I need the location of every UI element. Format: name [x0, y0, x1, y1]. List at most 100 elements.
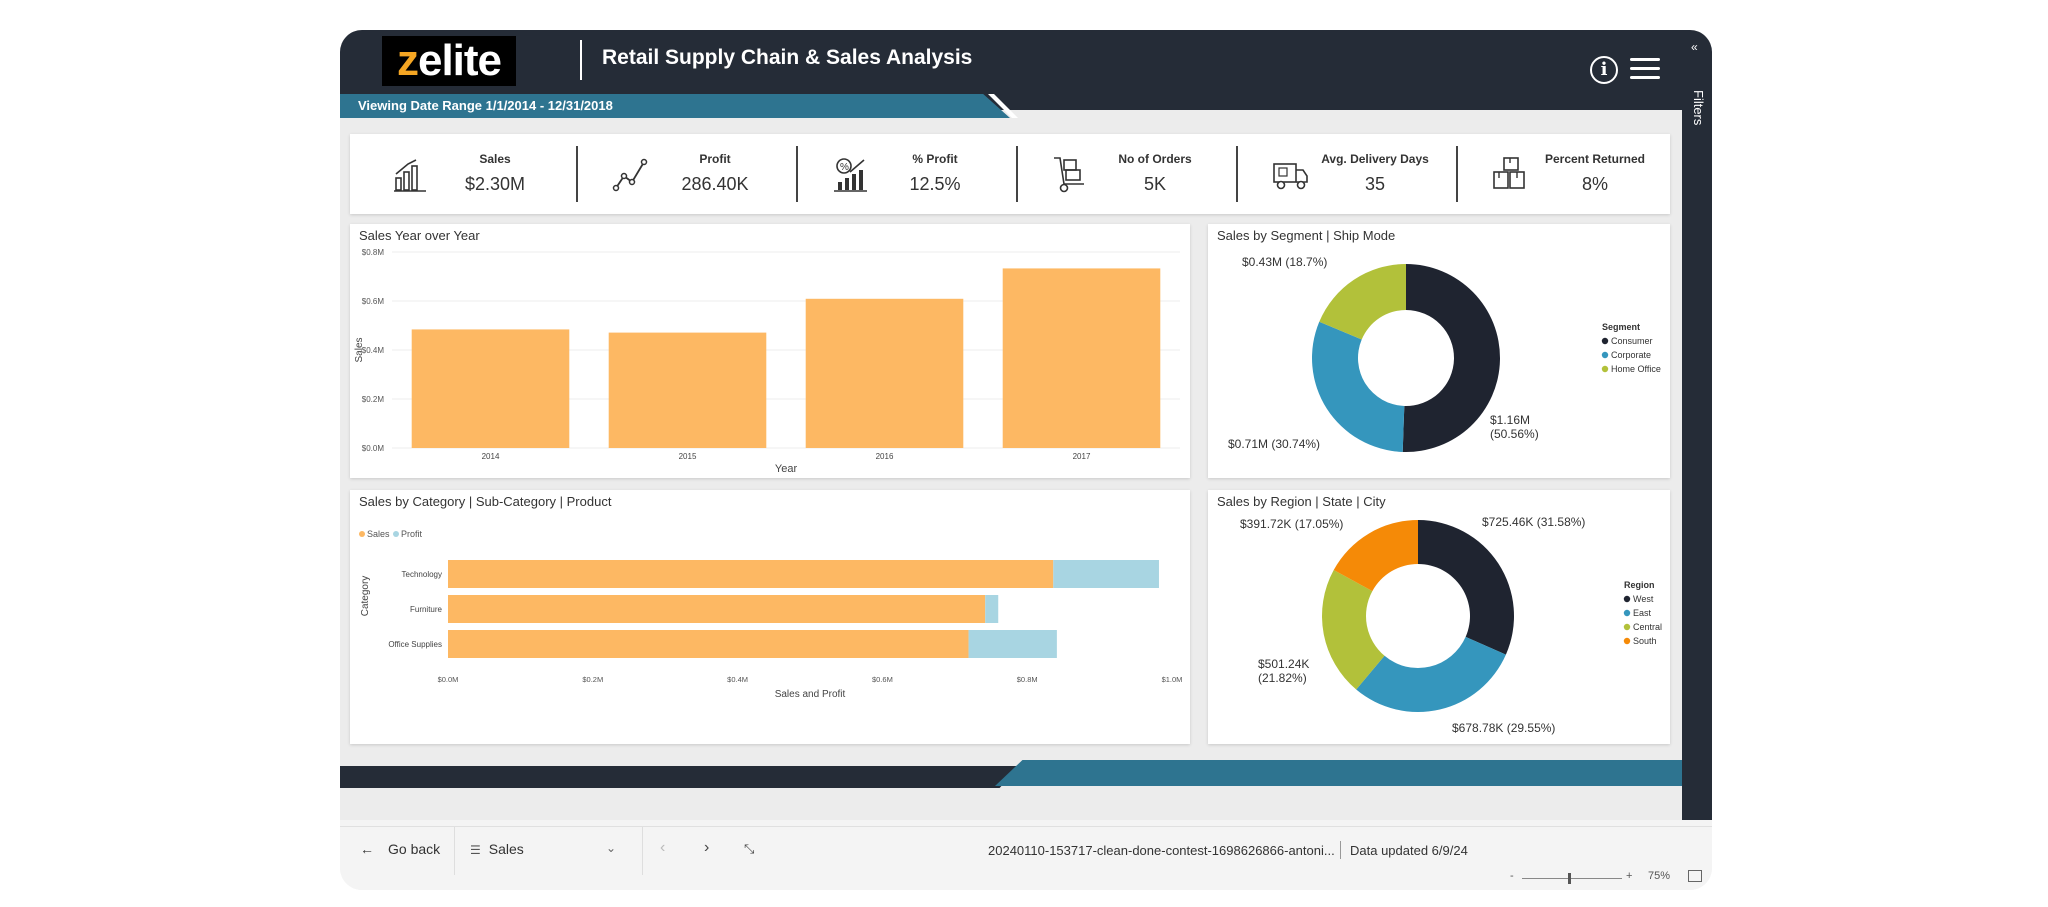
y-tick-label: Furniture [410, 605, 443, 614]
zoom-in-button[interactable]: + [1626, 870, 1633, 882]
boxes-icon [1493, 157, 1525, 189]
slice-home-office[interactable] [1319, 264, 1406, 340]
y-tick-label: $0.8M [362, 248, 385, 257]
svg-text:%: % [840, 162, 849, 173]
panel-title: Sales Year over Year [359, 228, 480, 243]
kpi-label: No of Orders [1118, 152, 1192, 166]
legend-entry[interactable]: Profit [401, 529, 423, 539]
bar-chart-icon [394, 159, 426, 192]
sales-year-over-year-panel[interactable]: Sales Year over Year $0.0M $0.2M $0.4M $0.6… [350, 224, 1190, 478]
page-selector[interactable]: ☰ Sales ⌄ [470, 841, 630, 857]
info-icon[interactable]: i [1590, 56, 1618, 84]
kpi-divider [796, 146, 798, 202]
y-tick-label: $0.4M [362, 346, 385, 355]
date-range-banner: Viewing Date Range 1/1/2014 - 12/31/2018 [340, 94, 1010, 118]
kpi-delivery-days: Avg. Delivery Days 35 [1230, 134, 1449, 214]
page-selector-value: Sales [488, 841, 524, 857]
legend-entry[interactable]: East [1633, 608, 1652, 618]
legend-entry[interactable]: Corporate [1611, 350, 1651, 360]
sales-bar-technology[interactable] [448, 560, 1054, 588]
sales-by-category-chart[interactable]: Sales Profit Technology Furniture Office Sup… [350, 490, 1190, 744]
zoom-level: 75% [1648, 870, 1671, 882]
sales-by-category-panel[interactable]: Sales by Category | Sub-Category | Produ… [350, 490, 1190, 744]
slice-central[interactable] [1322, 570, 1385, 690]
kpi-bar: Sales $2.30M Profit 286.40K % [350, 134, 1670, 214]
delivery-truck-icon [1273, 163, 1308, 190]
legend-entry[interactable]: Consumer [1611, 336, 1653, 346]
legend-swatch [1601, 351, 1609, 359]
sales-by-segment-donut[interactable]: $1.16M(50.56%) $0.71M (30.74%) $0.43M (18.… [1208, 224, 1670, 478]
filters-label[interactable]: Filters [1691, 90, 1706, 126]
status-separator [1340, 841, 1341, 859]
filters-pane[interactable]: « Filters [1682, 30, 1712, 820]
legend-entry[interactable]: Central [1633, 622, 1662, 632]
slice-consumer[interactable] [1402, 264, 1500, 452]
x-tick-label: 2016 [876, 452, 894, 461]
hand-truck-icon [1054, 157, 1084, 193]
zoom-slider-track[interactable] [1522, 878, 1622, 879]
zoom-slider-thumb[interactable] [1568, 873, 1571, 884]
y-axis-title: Category [360, 576, 371, 617]
collapse-arrows-icon[interactable]: ⤡ [744, 841, 755, 856]
page-navigation-bar: ← Go back ☰ Sales ⌄ ‹ › ⤡ 20240110-153717-c… [340, 826, 1712, 875]
legend-entry[interactable]: West [1633, 594, 1654, 604]
x-tick-label: $1.0M [1162, 675, 1183, 684]
panel-title: Sales by Segment | Ship Mode [1217, 228, 1396, 243]
legend-swatch [1601, 337, 1609, 345]
data-label: $678.78K (29.55%) [1452, 721, 1555, 735]
legend-swatch [359, 531, 365, 537]
collapse-chevron-icon[interactable]: « [1691, 40, 1698, 54]
kpi-value: $2.30M [464, 174, 526, 194]
sales-bar-furniture[interactable] [448, 595, 986, 623]
hamburger-menu-icon[interactable] [1630, 58, 1660, 82]
profit-bar-furniture[interactable] [985, 595, 999, 623]
kpi-divider [1456, 146, 1458, 202]
legend-swatch [1623, 595, 1631, 603]
legend-entry[interactable]: Sales [367, 529, 390, 539]
data-label: (50.56%) [1490, 427, 1539, 441]
y-axis-title: Sales [354, 337, 365, 362]
profit-bar-technology[interactable] [1053, 560, 1159, 588]
sales-year-over-year-chart[interactable]: $0.0M $0.2M $0.4M $0.6M $0.8M 2014 2015 2016 201… [350, 224, 1190, 478]
data-label: $501.24K [1258, 657, 1309, 671]
sales-by-region-panel[interactable]: Sales by Region | State | City $725.46K … [1208, 490, 1670, 744]
sales-bar-office-supplies[interactable] [448, 630, 969, 658]
zoom-out-button[interactable]: - [1510, 870, 1514, 882]
slice-west[interactable] [1418, 520, 1514, 655]
slice-south[interactable] [1333, 520, 1418, 592]
legend-swatch [1623, 637, 1631, 645]
slice-corporate[interactable] [1312, 321, 1405, 452]
report-canvas: zelite Retail Supply Chain & Sales Analy… [340, 30, 1682, 820]
kpi-value: 286.40K [681, 174, 749, 194]
sales-bar-2014[interactable] [411, 329, 570, 448]
kpi-value: 8% [1581, 174, 1608, 194]
sales-bar-2016[interactable] [805, 298, 964, 448]
nav-separator [454, 827, 455, 875]
legend-swatch [393, 531, 399, 537]
x-tick-label: $0.4M [727, 675, 748, 684]
sales-by-segment-panel[interactable]: Sales by Segment | Ship Mode $1.16M (50.5… [1208, 224, 1670, 478]
slice-east[interactable] [1356, 636, 1506, 712]
go-back-button[interactable]: ← Go back [360, 841, 440, 857]
sales-by-region-donut[interactable]: $725.46K (31.58%) $678.78K (29.55%) $501.2… [1208, 490, 1670, 744]
x-tick-label: 2015 [679, 452, 697, 461]
previous-page-button[interactable]: ‹ [660, 839, 666, 856]
sales-bar-2017[interactable] [1002, 268, 1161, 448]
profit-bar-office-supplies[interactable] [968, 630, 1057, 658]
zelite-logo: zelite [382, 36, 516, 86]
x-tick-label: $0.8M [1017, 675, 1038, 684]
zoom-control: - + 75% [1510, 870, 1710, 886]
kpi-label: % Profit [912, 152, 958, 166]
x-axis-title: Sales and Profit [775, 689, 846, 700]
chevron-down-icon: ⌄ [605, 841, 616, 855]
sales-bar-2015[interactable] [608, 332, 767, 448]
legend-entry[interactable]: Home Office [1611, 364, 1661, 374]
fit-to-page-icon[interactable] [1688, 870, 1702, 882]
nav-separator [642, 827, 643, 875]
list-icon: ☰ [470, 843, 481, 857]
kpi-sales: Sales $2.30M [350, 134, 569, 214]
legend-entry[interactable]: South [1633, 636, 1657, 646]
go-back-label: Go back [388, 841, 441, 857]
next-page-button[interactable]: › [704, 839, 710, 856]
data-label: $1.16M [1490, 413, 1530, 427]
